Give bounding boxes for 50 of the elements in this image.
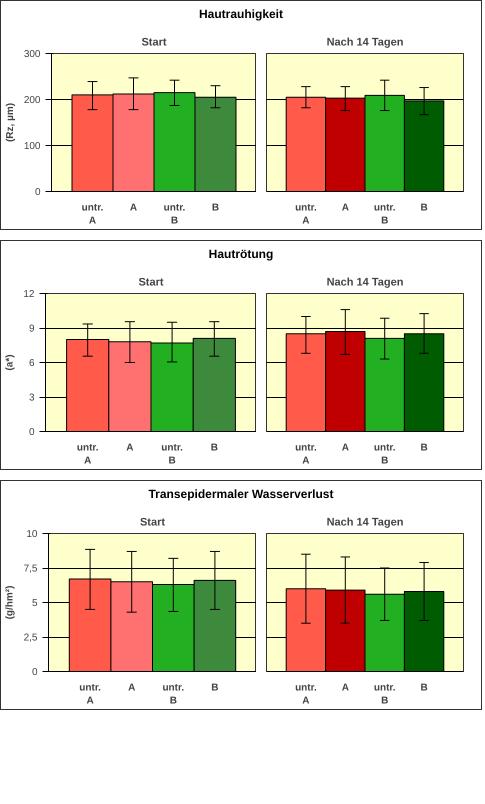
x-tick-label: B bbox=[212, 202, 220, 214]
x-tick-label: A bbox=[342, 202, 349, 214]
y-tick-label: 10 bbox=[26, 529, 38, 540]
x-tick-label: B bbox=[210, 442, 218, 454]
x-tick-label: untr. B bbox=[161, 442, 184, 467]
y-axis-title: (a*) bbox=[4, 354, 16, 371]
y-tick-label: 6 bbox=[28, 358, 35, 369]
x-tick-label: A bbox=[342, 442, 349, 454]
y-axis-title: (g/hm²) bbox=[4, 586, 16, 620]
chart-subtitle: Nach 14 Tagen bbox=[326, 516, 404, 528]
chart-title: Hautrötung bbox=[208, 246, 274, 263]
x-tick-label: untr. A bbox=[82, 202, 104, 227]
x-tick-label: A bbox=[128, 682, 136, 694]
x-tick-label: untr. A bbox=[295, 442, 317, 467]
chart-subtitle: Nach 14 Tagen bbox=[326, 36, 404, 48]
y-tick-label: 300 bbox=[24, 49, 41, 60]
x-tick-label: B bbox=[420, 682, 428, 694]
y-tick-label: 5 bbox=[32, 598, 38, 609]
x-tick-label: untr. B bbox=[162, 682, 184, 707]
y-tick-label: 7,5 bbox=[24, 564, 38, 574]
y-tick-label: 200 bbox=[24, 95, 41, 106]
x-tick-label: B bbox=[420, 202, 428, 214]
chart-title: Hautrauhigkeit bbox=[198, 6, 283, 23]
x-tick-label: A bbox=[342, 682, 349, 694]
y-tick-label: 2,5 bbox=[24, 632, 38, 644]
y-tick-label: 100 bbox=[24, 141, 41, 152]
chart-subtitle: Start bbox=[138, 276, 164, 288]
x-tick-label: untr. B bbox=[374, 682, 396, 707]
y-tick-label: 3 bbox=[28, 392, 35, 404]
x-tick-label: A bbox=[126, 442, 134, 454]
y-tick-label: 0 bbox=[34, 187, 41, 198]
x-tick-label: A bbox=[130, 202, 138, 214]
x-tick-label: untr. A bbox=[79, 682, 102, 707]
y-axis-title: (Rz, µm) bbox=[4, 102, 16, 142]
x-tick-label: untr. A bbox=[76, 442, 99, 467]
chart-title: Transepidermaler Wasserverlust bbox=[148, 486, 334, 503]
x-tick-label: untr. B bbox=[164, 202, 186, 227]
y-tick-label: 12 bbox=[23, 289, 35, 300]
x-tick-label: untr. A bbox=[295, 202, 317, 227]
x-tick-label: untr. A bbox=[295, 682, 317, 707]
x-tick-label: untr. B bbox=[374, 202, 396, 227]
chart-subtitle: Nach 14 Tagen bbox=[326, 276, 404, 288]
y-tick-label: 0 bbox=[32, 667, 38, 678]
x-tick-label: B bbox=[420, 442, 428, 454]
chart-subtitle: Start bbox=[140, 516, 166, 528]
x-tick-label: B bbox=[211, 682, 219, 694]
y-tick-label: 9 bbox=[28, 324, 35, 334]
x-tick-label: untr. B bbox=[374, 442, 396, 467]
chart-subtitle: Start bbox=[141, 36, 167, 48]
y-tick-label: 0 bbox=[28, 427, 35, 438]
